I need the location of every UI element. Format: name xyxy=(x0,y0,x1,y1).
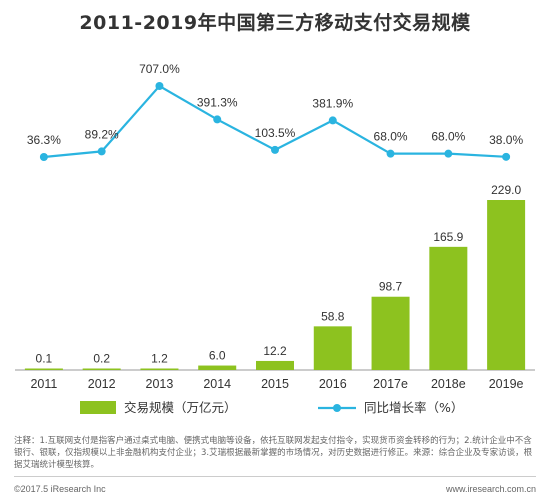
bar-value-label: 1.2 xyxy=(151,352,168,366)
bar-value-label: 58.8 xyxy=(321,309,345,323)
website: www.iresearch.com.cn xyxy=(445,484,536,494)
growth-point xyxy=(213,115,222,124)
growth-value-label: 68.0% xyxy=(431,130,465,144)
growth-value-label: 391.3% xyxy=(197,95,238,109)
x-tick-label: 2011 xyxy=(30,377,57,391)
growth-point xyxy=(386,149,395,158)
bar xyxy=(429,246,468,370)
x-tick-label: 2016 xyxy=(319,377,347,391)
bar xyxy=(313,326,352,370)
legend-bar-label: 交易规模（万亿元） xyxy=(124,400,237,415)
chart-title: 2011-2019年中国第三方移动支付交易规模 xyxy=(79,12,471,34)
x-tick-label: 2019e xyxy=(489,377,524,391)
growth-point xyxy=(502,152,511,161)
legend-bar-swatch xyxy=(80,401,116,414)
chart-notes: 注释：1.互联网支付是指客户通过桌式电脑、便携式电脑等设备，依托互联网发起支付指… xyxy=(14,436,533,470)
copyright: ©2017.5 iResearch Inc xyxy=(14,484,106,494)
growth-point xyxy=(444,149,453,158)
legend-line-label: 同比增长率（%） xyxy=(364,400,463,415)
growth-point xyxy=(39,153,48,161)
growth-point xyxy=(271,145,279,154)
growth-value-label: 68.0% xyxy=(374,130,408,144)
bar xyxy=(487,200,526,370)
bar xyxy=(256,360,294,370)
legend-line-marker xyxy=(333,404,341,412)
bar xyxy=(82,368,121,370)
growth-point xyxy=(97,147,106,156)
x-tick-label: 2014 xyxy=(203,377,231,391)
growth-point xyxy=(328,116,337,125)
bar-value-label: 229.0 xyxy=(491,183,521,197)
x-tick-label: 2012 xyxy=(88,377,116,391)
growth-value-label: 89.2% xyxy=(85,127,119,141)
growth-value-label: 381.9% xyxy=(312,96,353,110)
x-tick-label: 2017e xyxy=(373,377,408,391)
bar xyxy=(371,296,410,370)
footer-divider xyxy=(14,476,536,477)
bar xyxy=(198,365,237,370)
bar xyxy=(140,368,179,370)
bar-value-label: 12.2 xyxy=(263,344,287,358)
x-tick-label: 2018e xyxy=(431,377,466,391)
bar xyxy=(24,368,63,370)
growth-value-label: 103.5% xyxy=(255,126,296,140)
growth-point xyxy=(155,82,164,90)
chart: 0.1 2011 0.2 2012 1.2 2013 6.0 2014 12.2 2015 58.8… xyxy=(15,62,535,415)
x-tick-label: 2013 xyxy=(146,377,174,391)
bar-value-label: 0.1 xyxy=(36,352,53,366)
growth-value-label: 38.0% xyxy=(489,133,523,147)
growth-value-label: 36.3% xyxy=(27,133,61,147)
bar-value-label: 165.9 xyxy=(433,230,463,244)
growth-value-label: 707.0% xyxy=(139,62,180,76)
bar-value-label: 98.7 xyxy=(379,280,403,294)
x-tick-label: 2015 xyxy=(261,377,289,391)
bar-value-label: 0.2 xyxy=(93,352,110,366)
bar-value-label: 6.0 xyxy=(209,349,226,363)
